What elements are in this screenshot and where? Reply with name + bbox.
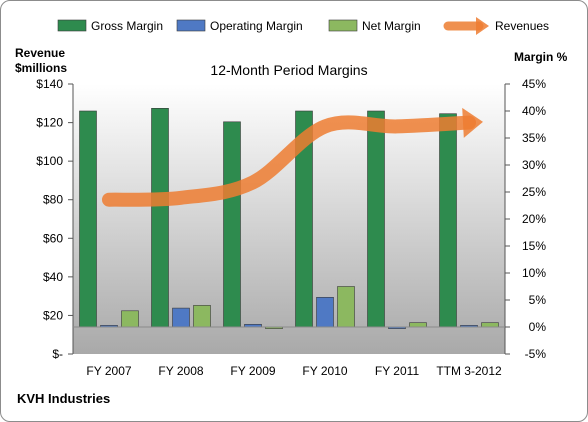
legend-swatch-revenues-arrowhead xyxy=(476,17,489,35)
right-axis-tick-label: 35% xyxy=(522,131,546,145)
right-axis-tick-label: 0% xyxy=(529,320,547,334)
revenues-line xyxy=(102,115,476,207)
left-axis-tick-label: $20 xyxy=(43,308,63,322)
legend-label: Revenues xyxy=(495,19,549,33)
net-margin-bar xyxy=(481,322,499,328)
gross-margin-bar xyxy=(367,110,385,328)
bars-layer xyxy=(79,108,499,329)
legend: Gross Margin Operating Margin Net Margin Re… xyxy=(57,17,549,35)
category-tick-label: FY 2009 xyxy=(230,364,275,378)
gross-margin-bar xyxy=(151,108,169,328)
right-axis-tick-label: 40% xyxy=(522,104,546,118)
category-tick-label: FY 2007 xyxy=(86,364,131,378)
legend-swatch-gross-margin xyxy=(57,19,87,32)
left-axis-tick-label: $120 xyxy=(36,116,63,130)
left-axis-tick-label: $100 xyxy=(36,154,63,168)
left-axis-tick-label: $60 xyxy=(43,231,63,245)
legend-label: Operating Margin xyxy=(210,19,303,33)
left-axis-tick-label: $40 xyxy=(43,270,63,284)
right-axis-tick-label: 45% xyxy=(522,77,546,91)
gross-margin-bar xyxy=(223,121,241,328)
right-axis-label: Margin % xyxy=(514,50,568,64)
right-axis-tick-label: 25% xyxy=(522,185,546,199)
category-tick-label: TTM 3-2012 xyxy=(436,364,502,378)
legend-swatch-net-margin xyxy=(328,19,358,32)
gross-margin-bar xyxy=(79,110,97,328)
footer-company-name: KVH Industries xyxy=(17,391,110,406)
right-axis-tick-label: 5% xyxy=(529,293,547,307)
chart-title: 12-Month Period Margins xyxy=(210,62,367,78)
category-tick-label: FY 2008 xyxy=(158,364,203,378)
net-margin-bar xyxy=(337,286,355,328)
net-margin-bar xyxy=(409,322,427,328)
revenues-arrowhead xyxy=(462,107,483,138)
right-axis-tick-label: 15% xyxy=(522,239,546,253)
right-axis-tick-label: -5% xyxy=(525,347,547,361)
gross-margin-bar xyxy=(439,113,457,328)
left-axis-tick-label: $80 xyxy=(43,193,63,207)
left-axis-tick-label: $- xyxy=(52,347,63,361)
legend-label: Gross Margin xyxy=(91,19,163,33)
operating-margin-bar xyxy=(172,307,190,328)
net-margin-bar xyxy=(193,305,211,328)
legend-swatch-operating-margin xyxy=(176,19,206,32)
operating-margin-bar xyxy=(316,296,334,328)
right-axis-tick-label: 10% xyxy=(522,266,546,280)
revenue-line-layer xyxy=(102,107,483,207)
legend-label: Net Margin xyxy=(362,19,421,33)
left-axis-label-line2: $millions xyxy=(15,61,67,75)
right-axis-tick-label: 20% xyxy=(522,212,546,226)
axes-layer: $- $20 $40 $60 $80 $100 $120 $140 -5% 0% 5% 10% 15% 2… xyxy=(36,77,546,378)
left-axis-label-line1: Revenue xyxy=(15,46,65,60)
right-axis-tick-label: 30% xyxy=(522,158,546,172)
net-margin-bar xyxy=(121,310,139,328)
category-tick-label: FY 2010 xyxy=(302,364,347,378)
category-tick-label: FY 2011 xyxy=(375,364,420,378)
left-axis-tick-label: $140 xyxy=(36,77,63,91)
